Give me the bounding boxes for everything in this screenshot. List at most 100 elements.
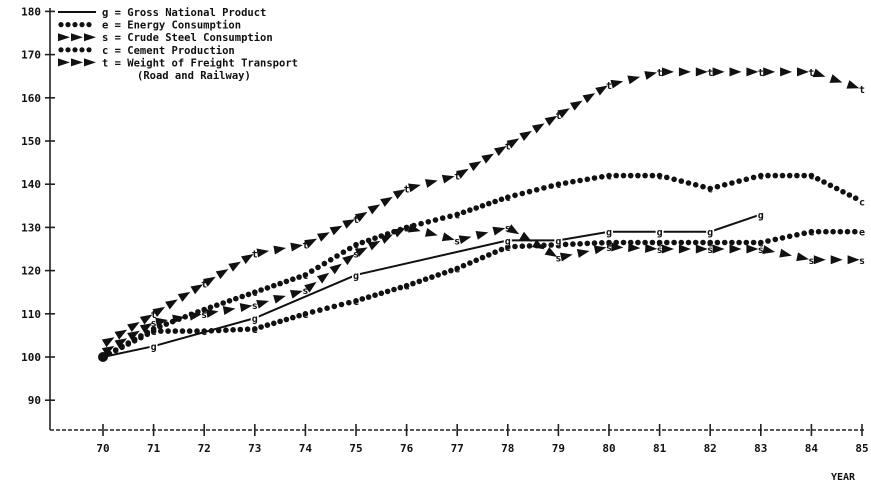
point-marker-s: s — [758, 245, 764, 256]
dot-mark — [808, 228, 815, 235]
dot-mark — [492, 198, 498, 205]
marker-bg — [655, 224, 664, 237]
dot-mark — [519, 243, 526, 249]
dot-mark — [519, 190, 526, 197]
dot-mark — [584, 176, 591, 183]
arrow-mark — [316, 272, 330, 284]
point-marker-c: c — [808, 172, 814, 183]
arrow-mark — [611, 242, 624, 252]
arrow-mark — [127, 322, 140, 333]
dot-mark — [846, 192, 853, 198]
dot-mark — [317, 307, 323, 313]
dot-mark — [606, 239, 612, 246]
dot-mark — [245, 291, 252, 298]
dot-mark — [220, 300, 226, 306]
point-marker-s: s — [505, 223, 511, 234]
arrow-mark — [645, 243, 658, 253]
arrow-mark — [729, 244, 742, 254]
dot-mark — [758, 172, 764, 179]
dot-mark — [391, 286, 397, 293]
marker-bg — [756, 207, 765, 220]
dot-mark — [163, 321, 170, 327]
dot-mark — [230, 327, 236, 333]
dot-mark — [403, 282, 410, 289]
dot-mark — [729, 180, 735, 186]
arrow-mark — [408, 223, 421, 233]
dot-mark — [570, 241, 576, 247]
point-marker-c: c — [859, 197, 865, 208]
dot-mark — [150, 326, 157, 332]
arrow-mark — [139, 323, 153, 334]
dot-mark — [700, 239, 706, 246]
dot-mark — [283, 278, 290, 285]
marker-bg — [250, 311, 259, 324]
dot-mark — [852, 195, 859, 201]
dot-mark — [743, 239, 750, 246]
dot-mark — [750, 174, 757, 181]
point-marker-t: t — [606, 81, 612, 92]
dot-mark — [671, 239, 677, 246]
arrow-mark — [290, 242, 303, 252]
dot-mark — [359, 239, 366, 246]
origin-point — [98, 352, 108, 362]
dot-mark — [736, 178, 742, 184]
dot-mark — [779, 235, 786, 241]
dot-mark — [429, 274, 435, 280]
dot-mark — [372, 235, 378, 241]
y-tick-label: 150 — [21, 135, 41, 148]
arrow-mark — [203, 276, 216, 287]
dot-mark — [473, 205, 480, 211]
dot-mark — [467, 260, 473, 266]
point-marker-s: s — [657, 245, 663, 256]
dot-mark — [765, 172, 771, 179]
dot-mark — [555, 181, 562, 187]
y-tick-label: 180 — [21, 5, 41, 18]
point-marker-e: e — [808, 228, 814, 239]
dot-mark — [454, 265, 461, 272]
dot-mark — [678, 178, 685, 184]
legend-swatch-s — [71, 33, 83, 42]
dot-mark — [290, 276, 296, 283]
x-tick-label: 72 — [198, 442, 211, 455]
arrow-mark — [256, 300, 269, 309]
legend-swatch-t — [84, 58, 96, 67]
dot-mark — [498, 196, 505, 203]
dot-mark — [815, 228, 822, 235]
point-marker-e: e — [302, 310, 308, 321]
point-marker-t: t — [252, 249, 258, 260]
dot-mark — [486, 252, 492, 258]
dot-mark — [365, 237, 372, 244]
point-marker-t: t — [505, 141, 511, 152]
dot-mark — [512, 192, 518, 199]
legend-swatch-e — [58, 22, 64, 28]
arrow-mark — [424, 179, 438, 188]
dot-mark — [214, 302, 220, 309]
arrow-mark — [746, 244, 759, 254]
point-marker-c: c — [657, 172, 663, 183]
dot-mark — [772, 172, 779, 179]
point-marker-e: e — [505, 243, 511, 254]
dot-mark — [158, 328, 164, 334]
dot-mark — [479, 254, 486, 261]
dot-mark — [642, 172, 648, 179]
dot-mark — [620, 172, 627, 179]
point-marker-c: c — [353, 241, 359, 252]
arrow-mark — [114, 338, 128, 349]
dot-mark — [599, 240, 605, 246]
dot-mark — [656, 172, 663, 179]
point-marker-e: e — [606, 239, 612, 250]
point-marker-c: c — [758, 172, 764, 183]
arrow-mark — [380, 196, 393, 207]
point-marker-s: s — [808, 256, 814, 267]
dot-mark — [223, 327, 229, 334]
dot-mark — [801, 172, 807, 179]
arrow-mark — [380, 234, 393, 244]
legend-entry-t: t = Weight of Freight Transport — [102, 57, 298, 69]
dot-mark — [384, 288, 391, 295]
point-marker-g: g — [505, 236, 511, 247]
series-g: g g g g g g g g g — [102, 207, 765, 358]
dot-mark — [750, 239, 757, 246]
legend-swatch-c — [65, 47, 71, 53]
point-marker-e: e — [859, 228, 865, 239]
